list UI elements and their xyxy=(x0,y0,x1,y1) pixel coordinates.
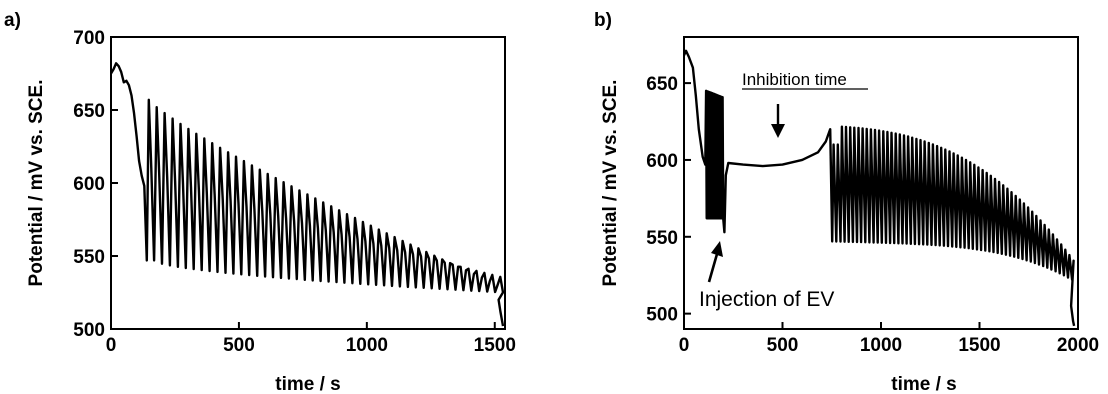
x-tick-label: 0 xyxy=(679,335,690,356)
arrow-injection-head xyxy=(711,241,723,257)
x-tick-label: 0 xyxy=(106,335,117,356)
arrow-inhibition-head xyxy=(771,124,785,138)
data-series-a xyxy=(109,62,505,327)
y-tick-label: 600 xyxy=(646,151,678,172)
x-tick-label: 500 xyxy=(767,335,799,356)
data-series-b xyxy=(682,49,1076,327)
y-tick-label: 700 xyxy=(73,28,105,49)
x-tick-label: 1500 xyxy=(958,335,1000,356)
panel-label-b: b) xyxy=(594,10,612,31)
y-tick-label: 500 xyxy=(646,305,678,326)
y-tick-label: 500 xyxy=(73,320,105,341)
y-tick-label: 550 xyxy=(646,228,678,249)
x-tick-label: 500 xyxy=(223,335,255,356)
y-axis-label-a: Potential / mV vs. SCE. xyxy=(26,80,47,287)
panel-label-a: a) xyxy=(4,10,21,31)
x-axis-ticks-a: 0 500 1000 1500 xyxy=(106,322,516,356)
annotation-injection-ev: Injection of EV xyxy=(699,288,834,311)
y-tick-label: 550 xyxy=(73,247,105,268)
y-tick-label: 650 xyxy=(73,101,105,122)
y-axis-label-b: Potential / mV vs. SCE. xyxy=(600,80,621,287)
x-axis-ticks-b: 0 500 1000 1500 2000 xyxy=(679,322,1099,356)
y-tick-label: 650 xyxy=(646,74,678,95)
x-axis-label-b: time / s xyxy=(891,374,956,394)
x-tick-label: 1500 xyxy=(474,335,516,356)
x-axis-label-a: time / s xyxy=(275,374,340,394)
x-tick-label: 2000 xyxy=(1057,335,1099,356)
x-tick-label: 1000 xyxy=(346,335,388,356)
y-axis-ticks-b: 500 550 600 650 xyxy=(646,74,691,326)
annotation-inhibition-time: Inhibition time xyxy=(742,70,847,89)
arrow-injection-shaft xyxy=(707,253,719,283)
x-tick-label: 1000 xyxy=(860,335,902,356)
y-tick-label: 600 xyxy=(73,174,105,195)
y-axis-ticks-a: 500 550 600 650 700 xyxy=(73,28,118,341)
